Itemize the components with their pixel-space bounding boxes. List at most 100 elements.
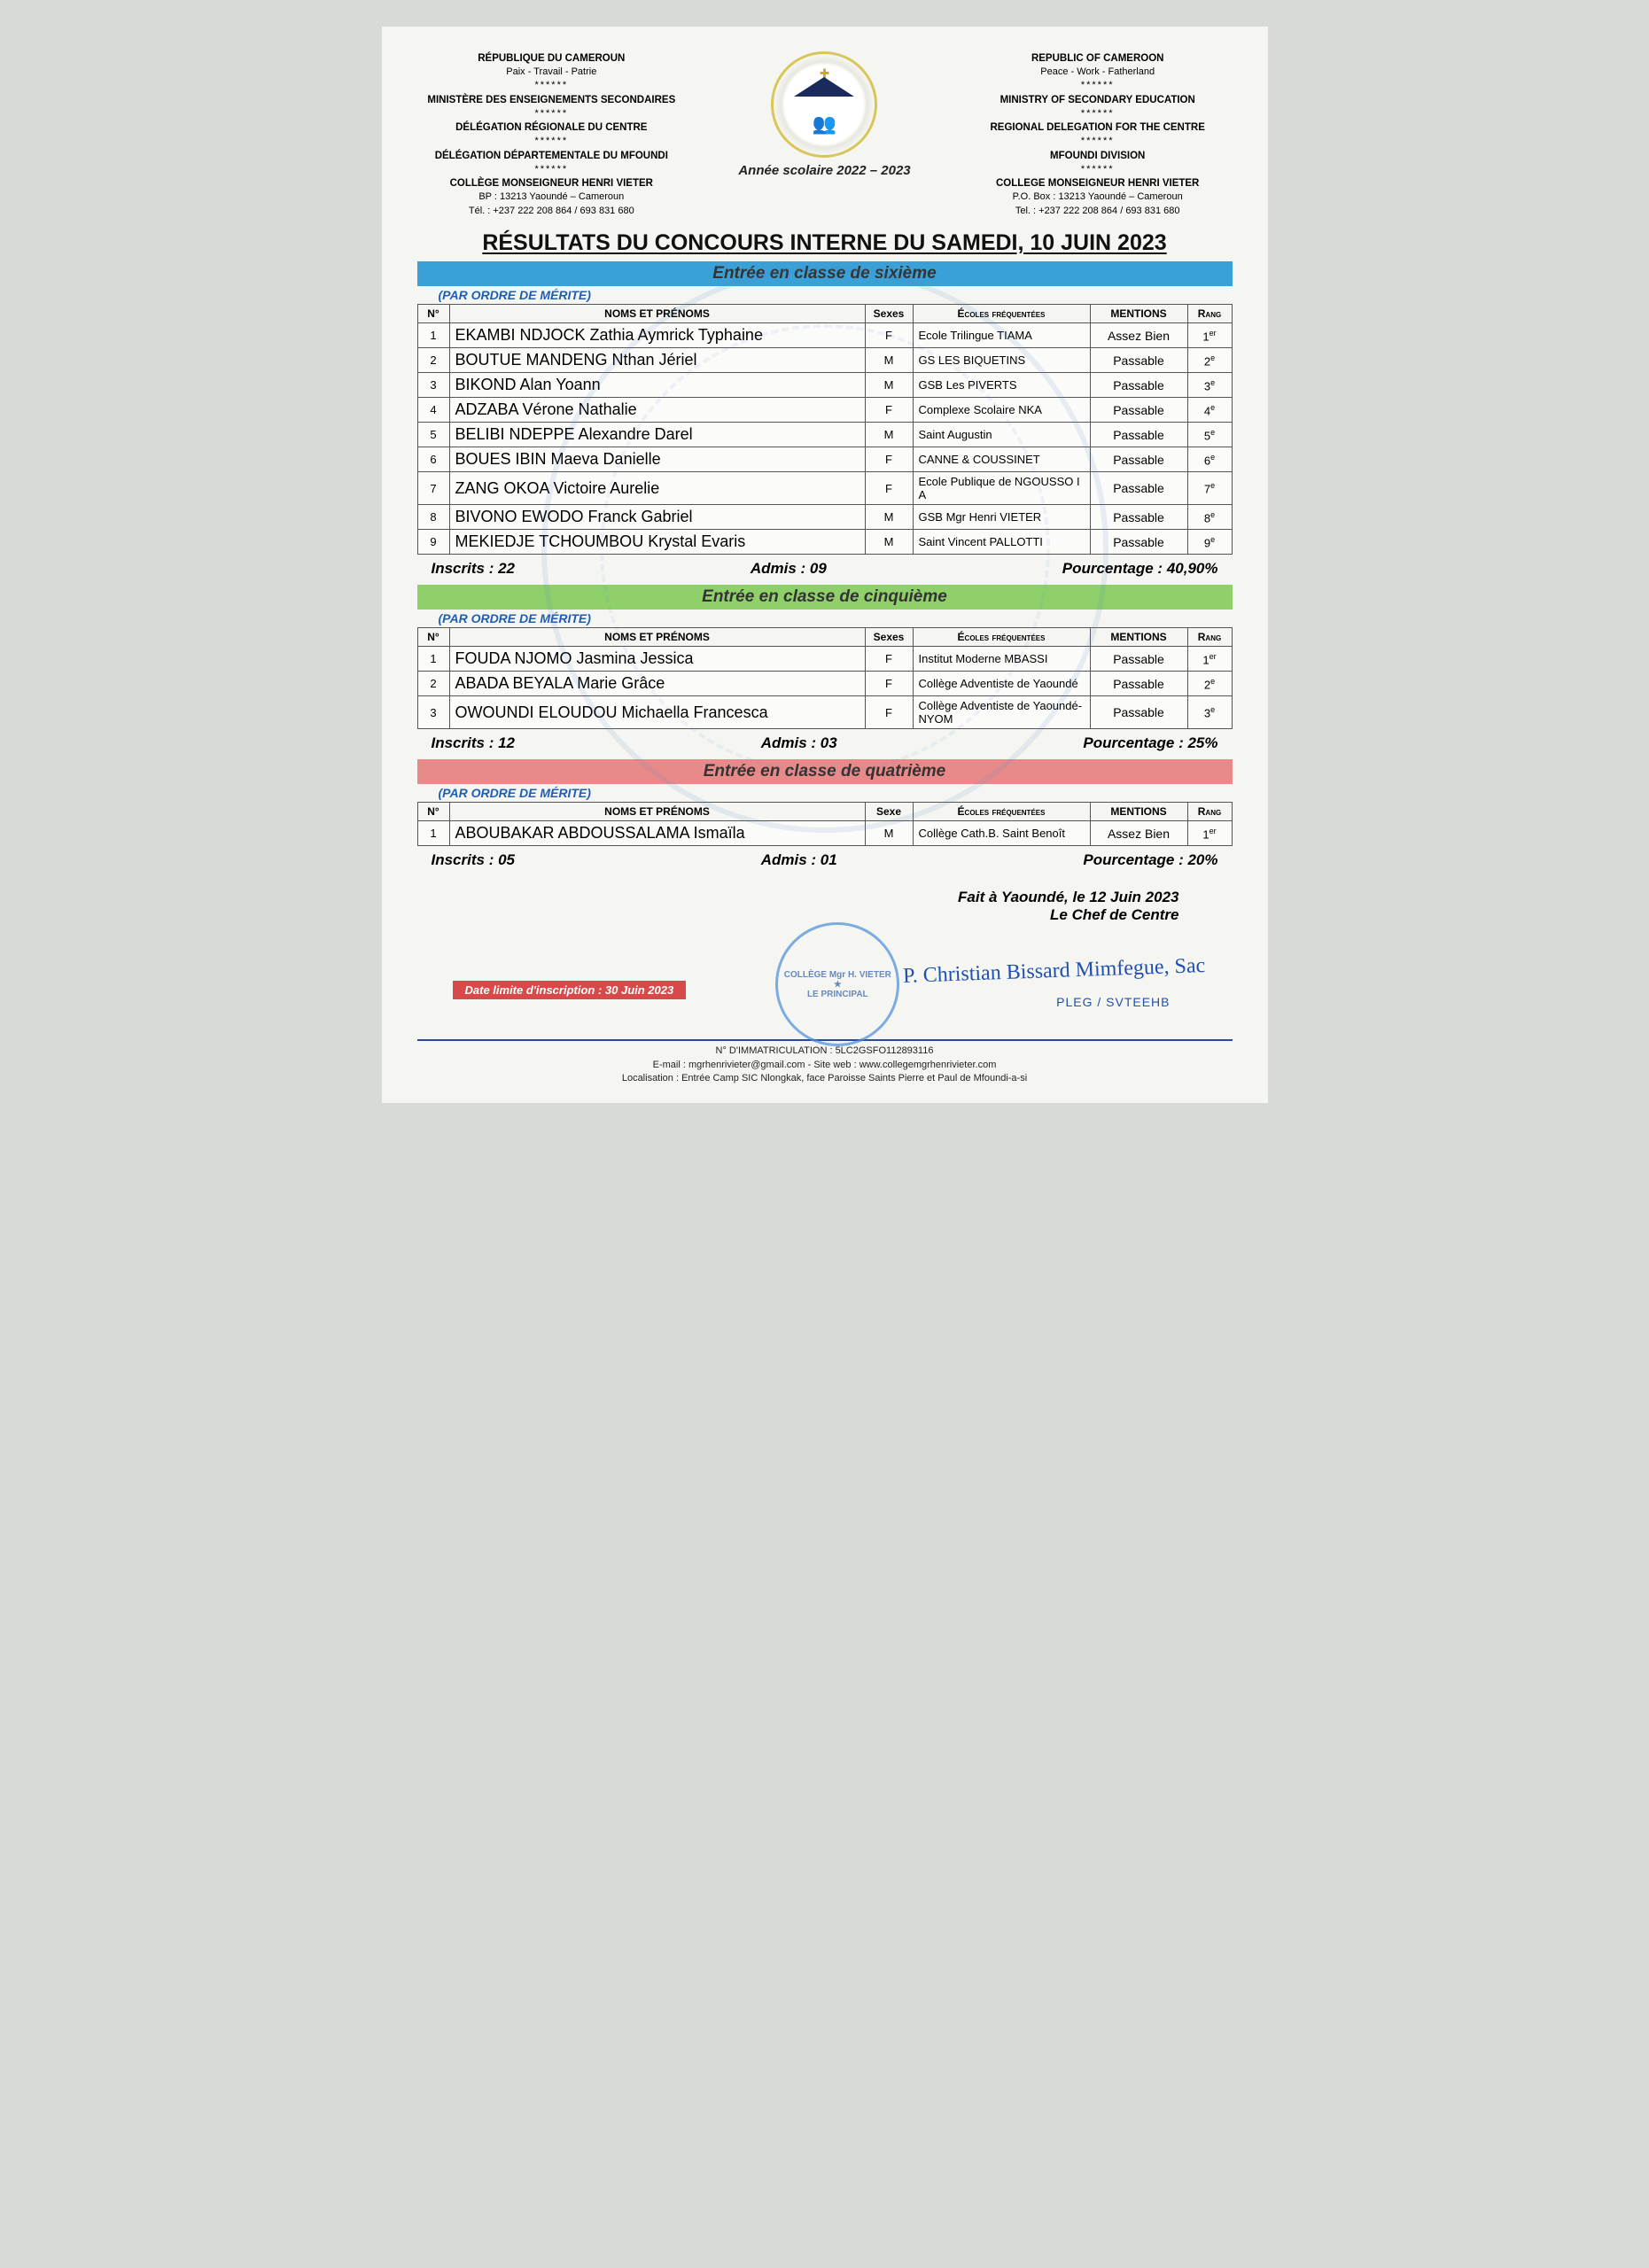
merit-label: (PAR ORDRE DE MÉRITE) — [439, 611, 1233, 625]
table-cell: Passable — [1090, 530, 1187, 555]
table-cell: F — [865, 696, 913, 729]
table-cell: 2 — [417, 672, 449, 696]
column-header: MENTIONS — [1090, 628, 1187, 647]
column-header: N° — [417, 803, 449, 821]
en-divisional: MFOUNDI DIVISION — [963, 149, 1233, 163]
table-cell: 1 — [417, 323, 449, 348]
table-cell: M — [865, 505, 913, 530]
en-regional: REGIONAL DELEGATION FOR THE CENTRE — [963, 120, 1233, 135]
table-cell: Passable — [1090, 423, 1187, 447]
column-header: MENTIONS — [1090, 803, 1187, 821]
main-title: RÉSULTATS DU CONCOURS INTERNE DU SAMEDI,… — [417, 230, 1233, 256]
table-cell: F — [865, 398, 913, 423]
table-cell: BOUTUE MANDENG Nthan Jériel — [449, 348, 865, 373]
table-cell: BOUES IBIN Maeva Danielle — [449, 447, 865, 472]
signature-area: Date limite d'inscription : 30 Juin 2023… — [417, 928, 1233, 1034]
table-row: 1EKAMBI NDJOCK Zathia Aymrick TyphaineFE… — [417, 323, 1232, 348]
table-cell: CANNE & COUSSINET — [913, 447, 1090, 472]
results-table: N°NOMS ET PRÉNOMSSexesÉcoles fréquentées… — [417, 627, 1233, 729]
table-row: 3OWOUNDI ELOUDOU Michaella FrancescaFCol… — [417, 696, 1232, 729]
table-cell: BIVONO EWODO Franck Gabriel — [449, 505, 865, 530]
dots: ****** — [963, 107, 1233, 120]
table-cell: M — [865, 821, 913, 846]
results-table: N°NOMS ET PRÉNOMSSexesÉcoles fréquentées… — [417, 304, 1233, 555]
table-row: 1FOUDA NJOMO Jasmina JessicaFInstitut Mo… — [417, 647, 1232, 672]
column-header: Écoles fréquentées — [913, 305, 1090, 323]
table-row: 6BOUES IBIN Maeva DanielleFCANNE & COUSS… — [417, 447, 1232, 472]
column-header: NOMS ET PRÉNOMS — [449, 803, 865, 821]
dots: ****** — [417, 135, 687, 148]
deadline-bar: Date limite d'inscription : 30 Juin 2023 — [453, 981, 687, 999]
table-cell: 5 — [417, 423, 449, 447]
fr-ministry: MINISTÈRE DES ENSEIGNEMENTS SECONDAIRES — [417, 93, 687, 107]
inscrits: Inscrits : 05 — [432, 851, 516, 869]
table-cell: Passable — [1090, 472, 1187, 505]
rank-cell: 4e — [1187, 398, 1232, 423]
table-cell: F — [865, 323, 913, 348]
footer-immat: N° D'IMMATRICULATION : 5LC2GSFO112893116 — [417, 1045, 1233, 1058]
table-cell: Complexe Scolaire NKA — [913, 398, 1090, 423]
pourcentage: Pourcentage : 25% — [1083, 734, 1217, 752]
school-logo: ✝ 👥 — [771, 51, 877, 158]
table-cell: F — [865, 672, 913, 696]
table-cell: ABADA BEYALA Marie Grâce — [449, 672, 865, 696]
table-row: 3BIKOND Alan YoannMGSB Les PIVERTSPassab… — [417, 373, 1232, 398]
table-row: 5BELIBI NDEPPE Alexandre DarelMSaint Aug… — [417, 423, 1232, 447]
footer-location: Localisation : Entrée Camp SIC Nlongkak,… — [417, 1072, 1233, 1085]
letterhead-fr: RÉPUBLIQUE DU CAMEROUN Paix - Travail - … — [417, 51, 687, 218]
table-cell: 3 — [417, 373, 449, 398]
rank-cell: 7e — [1187, 472, 1232, 505]
rank-cell: 1er — [1187, 323, 1232, 348]
fr-motto: Paix - Travail - Patrie — [417, 66, 687, 79]
results-table: N°NOMS ET PRÉNOMSSexeÉcoles fréquentéesM… — [417, 802, 1233, 846]
sections-container: Entrée en classe de sixième(PAR ORDRE DE… — [417, 261, 1233, 873]
merit-label: (PAR ORDRE DE MÉRITE) — [439, 288, 1233, 302]
table-row: 2BOUTUE MANDENG Nthan JérielMGS LES BIQU… — [417, 348, 1232, 373]
column-header: Écoles fréquentées — [913, 803, 1090, 821]
signature-sub: PLEG / SVTEEHB — [1056, 995, 1170, 1009]
table-row: 9MEKIEDJE TCHOUMBOU Krystal EvarisMSaint… — [417, 530, 1232, 555]
table-cell: M — [865, 423, 913, 447]
signature-name: P. Christian Bissard Mimfegue, Sac — [903, 954, 1206, 989]
column-header: N° — [417, 628, 449, 647]
column-header: NOMS ET PRÉNOMS — [449, 628, 865, 647]
fr-school: COLLÈGE MONSEIGNEUR HENRI VIETER — [417, 176, 687, 190]
dots: ****** — [963, 163, 1233, 176]
letterhead-en: REPUBLIC OF CAMEROON Peace - Work - Fath… — [963, 51, 1233, 218]
rank-cell: 1er — [1187, 647, 1232, 672]
place-date: Fait à Yaoundé, le 12 Juin 2023 — [417, 889, 1179, 906]
table-cell: 2 — [417, 348, 449, 373]
roof-icon — [794, 77, 854, 97]
rank-cell: 3e — [1187, 696, 1232, 729]
table-cell: M — [865, 530, 913, 555]
table-cell: Assez Bien — [1090, 821, 1187, 846]
rank-cell: 6e — [1187, 447, 1232, 472]
dots: ****** — [417, 79, 687, 92]
table-cell: 7 — [417, 472, 449, 505]
fr-divisional: DÉLÉGATION DÉPARTEMENTALE DU MFOUNDI — [417, 149, 687, 163]
school-year: Année scolaire 2022 – 2023 — [686, 163, 963, 178]
en-bp: P.O. Box : 13213 Yaoundé – Cameroun — [963, 190, 1233, 204]
table-cell: M — [865, 373, 913, 398]
table-cell: Passable — [1090, 447, 1187, 472]
table-row: 2ABADA BEYALA Marie GrâceFCollège Advent… — [417, 672, 1232, 696]
rank-cell: 1er — [1187, 821, 1232, 846]
signer-role: Le Chef de Centre — [417, 906, 1179, 924]
dots: ****** — [963, 79, 1233, 92]
rank-cell: 2e — [1187, 672, 1232, 696]
rank-cell: 5e — [1187, 423, 1232, 447]
table-cell: ZANG OKOA Victoire Aurelie — [449, 472, 865, 505]
table-cell: Collège Cath.B. Saint Benoît — [913, 821, 1090, 846]
table-row: 4ADZABA Vérone NathalieFComplexe Scolair… — [417, 398, 1232, 423]
en-ministry: MINISTRY OF SECONDARY EDUCATION — [963, 93, 1233, 107]
table-cell: GSB Les PIVERTS — [913, 373, 1090, 398]
table-cell: F — [865, 472, 913, 505]
table-cell: ADZABA Vérone Nathalie — [449, 398, 865, 423]
column-header: Sexe — [865, 803, 913, 821]
en-school: COLLEGE MONSEIGNEUR HENRI VIETER — [963, 176, 1233, 190]
footer: N° D'IMMATRICULATION : 5LC2GSFO112893116… — [417, 1045, 1233, 1085]
table-cell: MEKIEDJE TCHOUMBOU Krystal Evaris — [449, 530, 865, 555]
fr-tel: Tél. : +237 222 208 864 / 693 831 680 — [417, 205, 687, 218]
rank-cell: 2e — [1187, 348, 1232, 373]
en-country: REPUBLIC OF CAMEROON — [963, 51, 1233, 66]
